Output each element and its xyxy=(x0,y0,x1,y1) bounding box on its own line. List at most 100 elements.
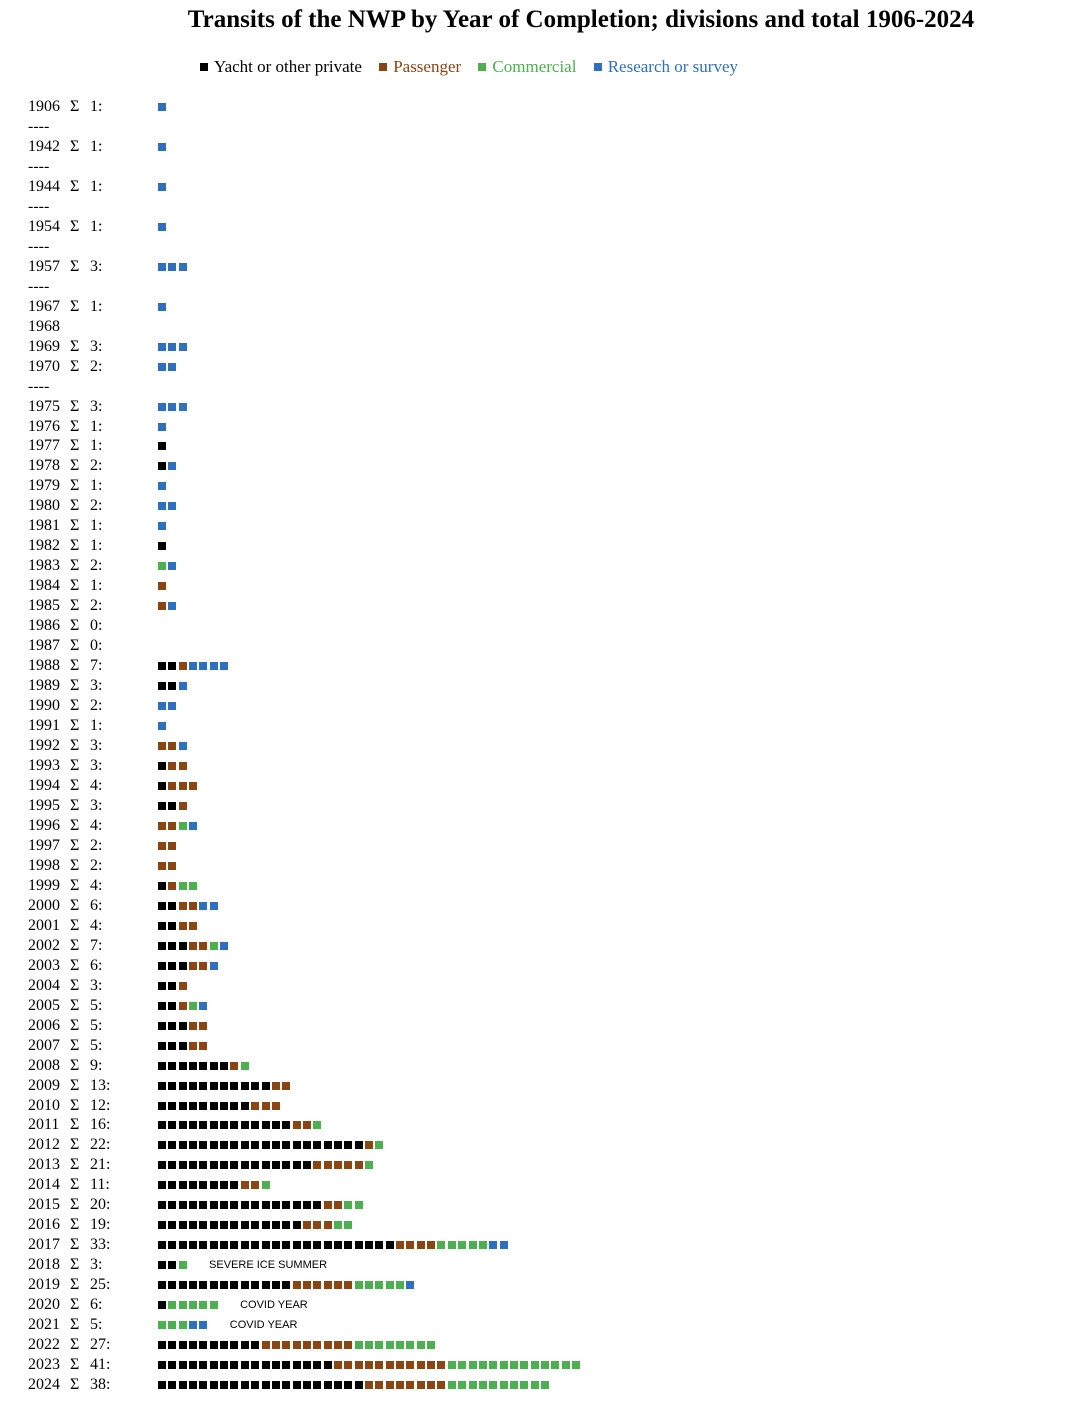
year-annotation: COVID YEAR xyxy=(229,1319,298,1332)
transit-square-yacht-or-other-private xyxy=(168,981,177,990)
transit-square-yacht-or-other-private xyxy=(240,1221,249,1230)
transit-square-passenger xyxy=(375,1361,384,1370)
transit-square-yacht-or-other-private xyxy=(199,1081,208,1090)
transit-square-yacht-or-other-private xyxy=(189,1061,198,1070)
transit-square-commercial xyxy=(520,1361,529,1370)
transit-square-yacht-or-other-private xyxy=(220,1101,229,1110)
year-tick-label: 2015 xyxy=(28,1196,60,1214)
transit-square-yacht-or-other-private xyxy=(333,1241,342,1250)
transit-square-passenger xyxy=(292,1341,301,1350)
transit-square-yacht-or-other-private xyxy=(209,1061,218,1070)
gap-marker: ---- xyxy=(28,157,50,175)
transit-square-yacht-or-other-private xyxy=(344,1381,353,1390)
transit-square-passenger xyxy=(313,1161,322,1170)
transit-square-commercial xyxy=(375,1141,384,1150)
transit-square-commercial xyxy=(354,1341,363,1350)
year-tick-label: 2006 xyxy=(28,1016,60,1034)
transit-square-yacht-or-other-private xyxy=(178,961,187,970)
transit-square-yacht-or-other-private xyxy=(220,1161,229,1170)
transit-square-yacht-or-other-private xyxy=(189,1361,198,1370)
transit-square-research-or-survey xyxy=(158,103,166,111)
transit-square-yacht-or-other-private xyxy=(178,941,187,950)
transit-square-research-or-survey xyxy=(158,402,166,411)
transit-square-yacht-or-other-private xyxy=(261,1361,270,1370)
transit-square-yacht-or-other-private xyxy=(209,1121,218,1130)
year-tick-label: 1992 xyxy=(28,737,60,755)
year-tick-label: 2018 xyxy=(28,1256,60,1274)
year-tick-label: 1988 xyxy=(28,657,60,675)
sigma-symbol: Σ xyxy=(70,936,80,954)
transit-square-commercial xyxy=(447,1381,456,1390)
transit-square-yacht-or-other-private xyxy=(302,1361,311,1370)
transit-square-yacht-or-other-private xyxy=(240,1201,249,1210)
transit-square-yacht-or-other-private xyxy=(261,1201,270,1210)
transit-square-commercial xyxy=(540,1381,549,1390)
transit-square-yacht-or-other-private xyxy=(199,1381,208,1390)
transit-square-yacht-or-other-private xyxy=(313,1361,322,1370)
transit-square-yacht-or-other-private xyxy=(282,1161,291,1170)
total-count-label: 3: xyxy=(90,796,103,814)
transit-square-commercial xyxy=(489,1361,498,1370)
transit-square-yacht-or-other-private xyxy=(199,1121,208,1130)
transit-square-commercial xyxy=(375,1341,384,1350)
transit-square-yacht-or-other-private xyxy=(230,1161,239,1170)
transit-square-yacht-or-other-private xyxy=(313,1201,322,1210)
transit-square-research-or-survey xyxy=(499,1241,508,1250)
total-count-label: 5: xyxy=(90,996,103,1014)
year-tick-label: 2019 xyxy=(28,1276,60,1294)
transit-square-yacht-or-other-private xyxy=(178,1361,187,1370)
transit-square-yacht-or-other-private xyxy=(168,1121,177,1130)
transit-square-passenger xyxy=(240,1181,249,1190)
transit-square-research-or-survey xyxy=(158,422,166,431)
transit-square-yacht-or-other-private xyxy=(168,961,177,970)
transit-square-yacht-or-other-private xyxy=(271,1141,280,1150)
transit-square-yacht-or-other-private xyxy=(313,1141,322,1150)
transit-square-yacht-or-other-private xyxy=(302,1161,311,1170)
legend-swatch-passenger xyxy=(379,63,388,71)
transit-square-commercial xyxy=(396,1281,405,1290)
transit-square-yacht-or-other-private xyxy=(178,1281,187,1290)
total-count-label: 6: xyxy=(90,896,103,914)
sigma-symbol: Σ xyxy=(70,1376,80,1394)
sigma-symbol: Σ xyxy=(70,1296,80,1314)
sigma-symbol: Σ xyxy=(70,437,80,455)
transit-square-yacht-or-other-private xyxy=(313,1381,322,1390)
transit-square-passenger xyxy=(282,1081,291,1090)
transit-square-commercial xyxy=(499,1381,508,1390)
transit-square-yacht-or-other-private xyxy=(261,1081,270,1090)
transit-square-commercial xyxy=(178,1321,187,1330)
year-tick-label: 2011 xyxy=(28,1116,60,1134)
transit-square-commercial xyxy=(261,1181,270,1190)
transit-square-commercial xyxy=(468,1361,477,1370)
sigma-symbol: Σ xyxy=(70,217,80,235)
total-count-label: 1: xyxy=(90,217,103,235)
transit-square-research-or-survey xyxy=(220,941,229,950)
transit-square-yacht-or-other-private xyxy=(189,1381,198,1390)
transit-square-yacht-or-other-private xyxy=(251,1241,260,1250)
transit-square-yacht-or-other-private xyxy=(158,1121,166,1130)
total-count-label: 4: xyxy=(90,876,103,894)
transit-square-yacht-or-other-private xyxy=(199,1101,208,1110)
transit-square-passenger xyxy=(199,1041,208,1050)
transit-square-yacht-or-other-private xyxy=(199,1161,208,1170)
sigma-symbol: Σ xyxy=(70,1096,80,1114)
transit-square-yacht-or-other-private xyxy=(230,1181,239,1190)
sigma-symbol: Σ xyxy=(70,1036,80,1054)
transit-square-commercial xyxy=(240,1061,249,1070)
transit-square-yacht-or-other-private xyxy=(282,1201,291,1210)
total-count-label: 2: xyxy=(90,497,103,515)
sigma-symbol: Σ xyxy=(70,637,80,655)
transit-square-research-or-survey xyxy=(168,362,177,371)
total-count-label: 2: xyxy=(90,697,103,715)
transit-square-commercial xyxy=(344,1221,353,1230)
transit-square-commercial xyxy=(468,1241,477,1250)
transit-square-passenger xyxy=(437,1381,446,1390)
transit-square-yacht-or-other-private xyxy=(292,1161,301,1170)
transit-square-yacht-or-other-private xyxy=(178,1341,187,1350)
transit-square-passenger xyxy=(396,1361,405,1370)
legend-swatch-yacht xyxy=(200,63,208,71)
transit-square-passenger xyxy=(178,801,187,810)
transit-square-yacht-or-other-private xyxy=(158,1101,166,1110)
transit-square-research-or-survey xyxy=(209,961,218,970)
transit-square-passenger xyxy=(178,1001,187,1010)
